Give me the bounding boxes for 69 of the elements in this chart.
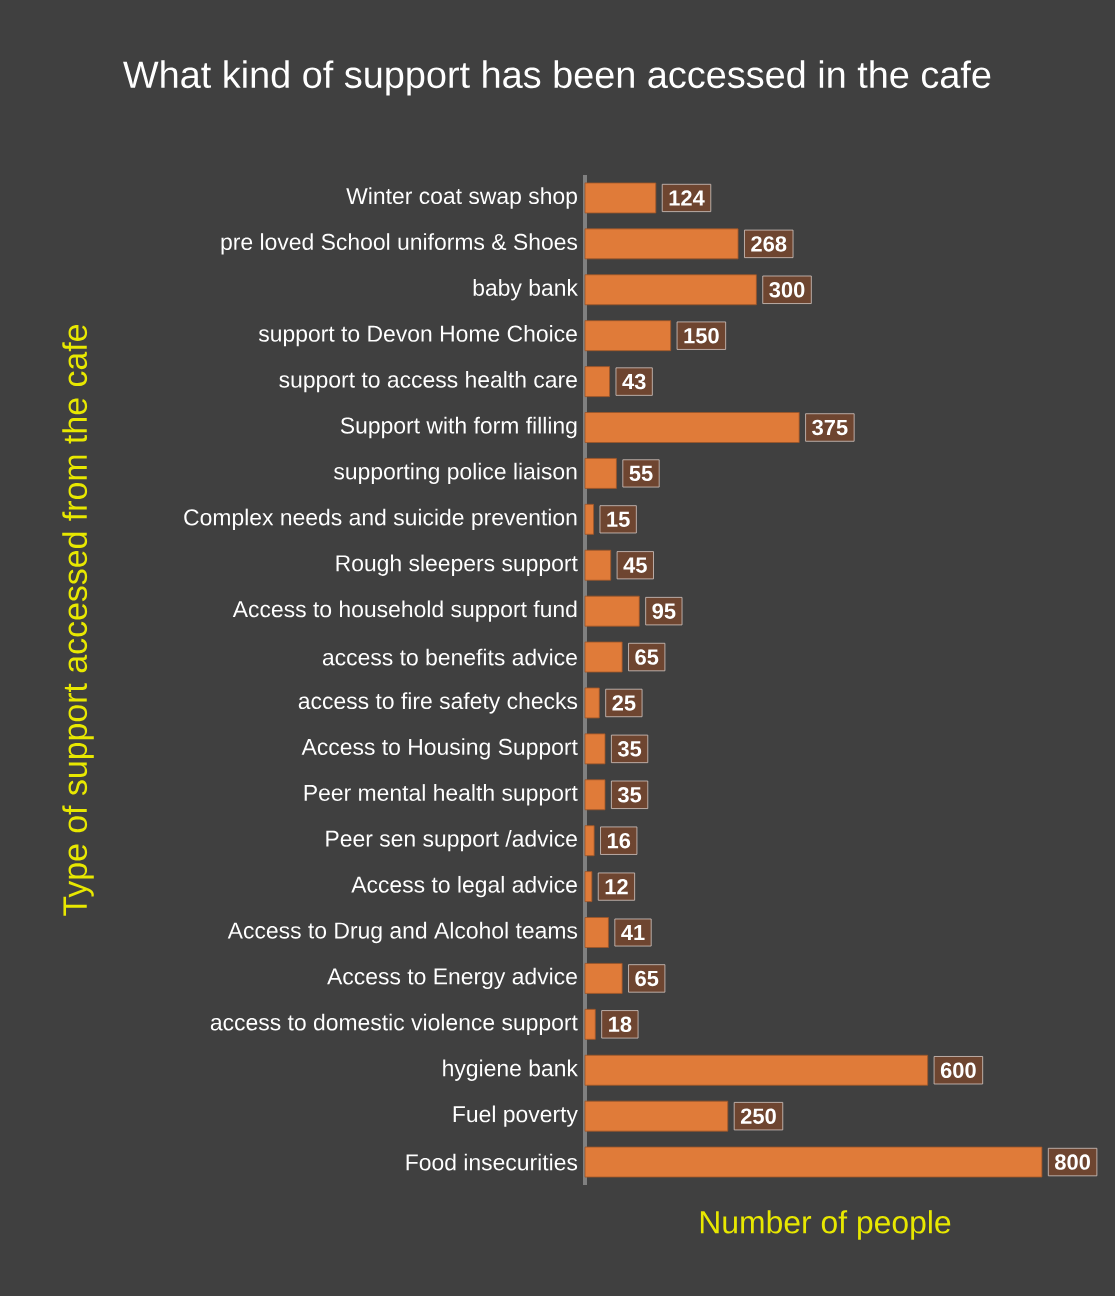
y-tick-label: support to access health care <box>279 370 577 393</box>
y-tick-label: pre loved School uniforms & Shoes <box>221 233 578 255</box>
y-tick-label: Access to Energy advice <box>327 967 577 990</box>
bar <box>584 917 609 948</box>
y-tick-label: Access to Drug and Alcohol teams <box>227 921 578 944</box>
bar <box>584 412 800 443</box>
bar <box>584 1100 729 1132</box>
data-label: 124 <box>669 190 705 206</box>
chart-title: What kind of support has been accessed in the cafe <box>123 60 991 96</box>
y-tick-label: support to Devon Home Choice <box>258 325 577 347</box>
data-label: 268 <box>751 236 787 252</box>
data-label: 12 <box>605 878 628 895</box>
data-label: 18 <box>609 1016 632 1033</box>
data-label: 45 <box>623 557 647 573</box>
bar <box>584 779 606 811</box>
data-label: 41 <box>621 924 645 941</box>
bar <box>584 687 600 719</box>
y-tick-label: access to fire safety checks <box>298 692 578 714</box>
data-label: 35 <box>617 741 642 757</box>
y-tick-label: Access to Housing Support <box>301 738 578 760</box>
bar <box>584 274 757 306</box>
y-tick-label: Access to household support fund <box>232 600 577 622</box>
data-label: 800 <box>1055 1154 1090 1170</box>
bar <box>584 641 623 673</box>
y-tick-label: Food insecurities <box>406 1153 578 1171</box>
y-tick-label: supporting police liaison <box>334 462 577 485</box>
y-tick-label: Rough sleepers support <box>336 554 578 576</box>
y-tick-label: access to benefits advice <box>322 648 577 666</box>
bar <box>584 503 594 535</box>
y-tick-label: Complex needs and suicide prevention <box>184 508 577 530</box>
y-tick-label: Winter coat swap shop <box>346 187 577 209</box>
bar <box>584 825 595 857</box>
data-label: 150 <box>684 327 719 344</box>
y-tick-label: Support with form filling <box>340 416 577 439</box>
y-tick-label: baby bank <box>473 279 578 301</box>
data-label: 65 <box>635 649 659 665</box>
bar <box>584 733 606 765</box>
data-label: 600 <box>940 1062 976 1078</box>
data-label: 300 <box>769 282 805 298</box>
y-tick-label: Access to legal advice <box>351 875 577 898</box>
data-label: 55 <box>629 465 653 482</box>
bar <box>584 595 640 627</box>
y-tick-label: Peer sen support /advice <box>326 830 577 852</box>
data-label: 16 <box>607 832 631 849</box>
x-axis-title: Number of people <box>700 1210 951 1240</box>
data-label: 15 <box>607 511 630 527</box>
y-tick-label: hygiene bank <box>443 1059 578 1081</box>
data-label: 250 <box>740 1108 776 1124</box>
bar <box>584 1054 929 1086</box>
bar <box>584 228 739 260</box>
y-tick-label: Peer mental health support <box>304 784 578 806</box>
data-label: 95 <box>652 603 676 619</box>
data-label: 35 <box>617 787 642 803</box>
bar <box>584 366 610 397</box>
y-tick-label: access to domestic violence support <box>210 1013 578 1035</box>
bar <box>584 458 617 489</box>
bar <box>584 1146 1043 1178</box>
data-label: 375 <box>812 419 848 436</box>
data-label: 25 <box>612 695 636 711</box>
bar <box>584 1008 596 1040</box>
y-tick-label: Fuel poverty <box>453 1105 578 1127</box>
data-label: 43 <box>622 373 646 390</box>
bar <box>584 182 657 214</box>
bar <box>584 963 623 994</box>
y-axis-title: Type of support accessed from the cafe <box>62 325 94 916</box>
bar <box>584 320 672 352</box>
bar <box>584 871 593 902</box>
bar <box>584 549 612 581</box>
data-label: 65 <box>635 970 659 987</box>
